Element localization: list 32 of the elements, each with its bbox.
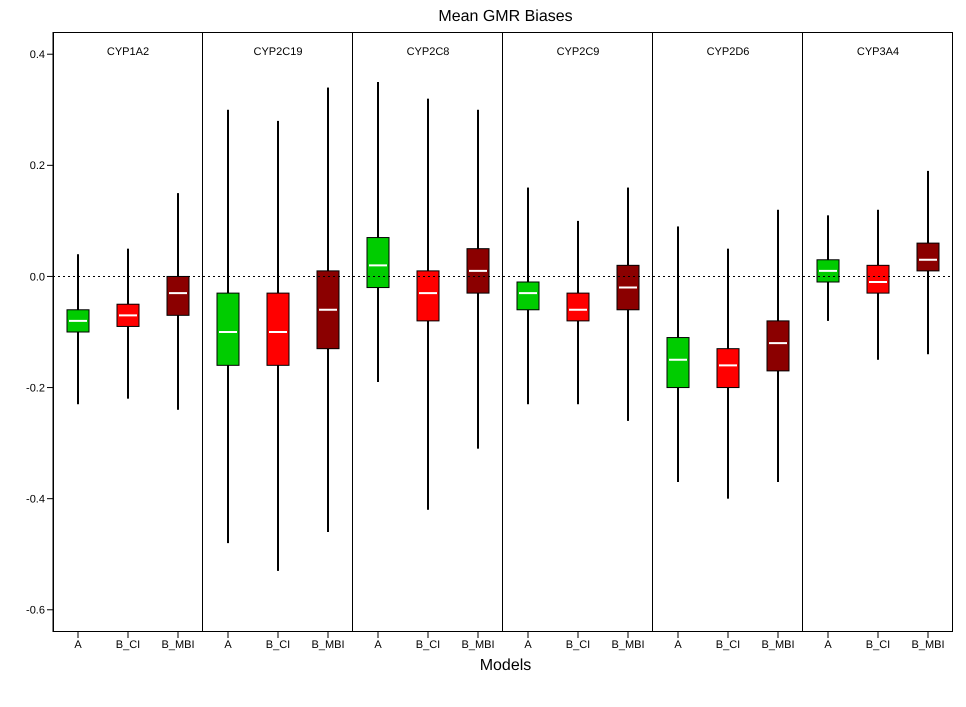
y-tick-label: -0.6 [26,604,45,617]
y-tick-label: 0.4 [30,49,45,62]
text: CYP2D6 [706,46,750,58]
x-tick-label: A [824,638,832,651]
x-tick-label: B_CI [716,638,740,651]
y-tick-label: 0.0 [30,271,45,284]
text: CYP3A4 [856,46,900,58]
text: CYP2C8 [406,46,450,58]
text: CYP2C9 [556,46,600,58]
x-tick-label: B_MBI [461,638,495,651]
x-tick-label: A [374,638,382,651]
y-tick-label: -0.4 [26,494,45,506]
y-tick-label: -0.2 [26,382,45,394]
x-tick-label: B_CI [416,638,440,651]
text: Models [480,657,532,674]
x-tick-label: B_MBI [311,638,345,651]
text: CYP1A2 [106,46,150,58]
x-tick-label: B_MBI [911,638,945,651]
x-tick-label: B_MBI [161,638,195,651]
text: CYP2C19 [252,46,304,58]
x-tick-label: B_CI [566,638,590,651]
text: Mean GMR Biases [438,8,573,25]
x-tick-label: B_CI [866,638,890,651]
y-tick-label: 0.2 [30,160,45,172]
x-tick-label: B_CI [116,638,140,651]
x-tick-label: B_MBI [761,638,795,651]
x-tick-label: A [74,638,82,651]
x-tick-label: A [674,638,682,651]
x-tick-label: B_MBI [611,638,645,651]
x-tick-label: B_CI [266,638,290,651]
x-tick-label: A [524,638,532,651]
x-tick-label: A [224,638,232,651]
